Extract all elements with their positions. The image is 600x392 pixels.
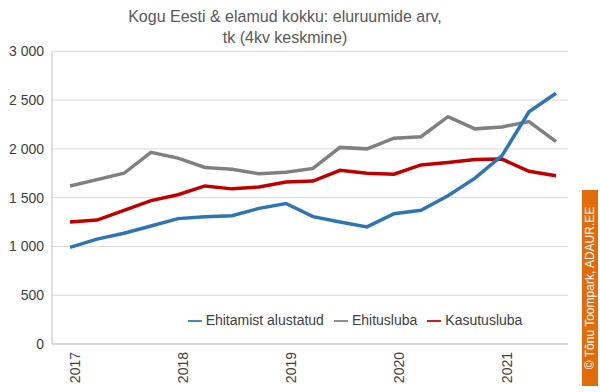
html-text:Kogu Eesti & elamud kokku: elu: Kogu Eesti & elamud kokku: eluruumide ar… <box>128 8 442 46</box>
html-text:Ehitusluba: Ehitusluba <box>351 312 418 328</box>
html-text:Kasutusluba: Kasutusluba <box>445 312 523 328</box>
svg-text:1 000: 1 000 <box>9 238 44 254</box>
svg-text:1 500: 1 500 <box>9 190 44 206</box>
svg-text:2 000: 2 000 <box>9 141 44 157</box>
svg-text:2018: 2018 <box>175 352 191 383</box>
svg-text:2017: 2017 <box>67 352 83 383</box>
svg-text:0: 0 <box>36 336 44 352</box>
svg-text:2021: 2021 <box>499 352 515 383</box>
html-text:© Tõnu Toompark, ADAUR.EE: © Tõnu Toompark, ADAUR.EE <box>583 206 597 370</box>
svg-text:2020: 2020 <box>391 352 407 383</box>
html-text:Ehitamist alustatud: Ehitamist alustatud <box>205 312 324 328</box>
svg-text:500: 500 <box>21 287 45 303</box>
svg-text:2019: 2019 <box>283 352 299 383</box>
svg-text:3 000: 3 000 <box>9 43 44 59</box>
svg-text:2 500: 2 500 <box>9 92 44 108</box>
